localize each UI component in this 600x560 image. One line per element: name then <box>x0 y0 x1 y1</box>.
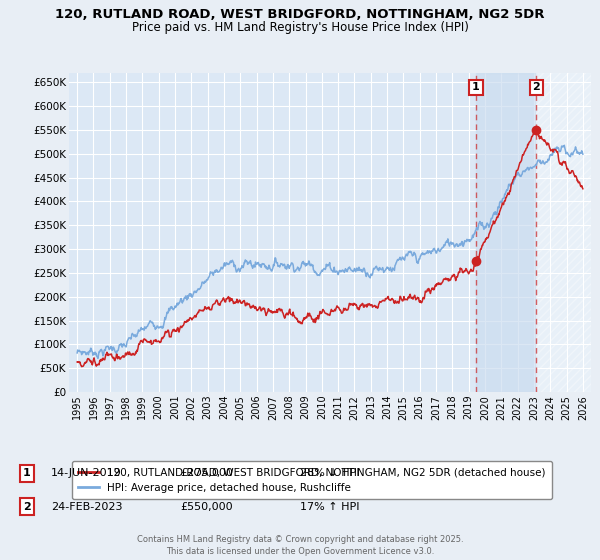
Text: 2: 2 <box>23 502 31 512</box>
Text: 28% ↓ HPI: 28% ↓ HPI <box>300 468 359 478</box>
Text: 24-FEB-2023: 24-FEB-2023 <box>51 502 122 512</box>
Bar <box>536 73 591 392</box>
Text: 1: 1 <box>472 82 480 92</box>
Legend: 120, RUTLAND ROAD, WEST BRIDGFORD, NOTTINGHAM, NG2 5DR (detached house), HPI: Av: 120, RUTLAND ROAD, WEST BRIDGFORD, NOTTI… <box>71 461 552 499</box>
Text: 17% ↑ HPI: 17% ↑ HPI <box>300 502 359 512</box>
Text: 2: 2 <box>532 82 540 92</box>
Text: Contains HM Land Registry data © Crown copyright and database right 2025.
This d: Contains HM Land Registry data © Crown c… <box>137 535 463 556</box>
Text: 1: 1 <box>23 468 31 478</box>
Text: Price paid vs. HM Land Registry's House Price Index (HPI): Price paid vs. HM Land Registry's House … <box>131 21 469 34</box>
Bar <box>476 73 536 392</box>
Text: £550,000: £550,000 <box>180 502 233 512</box>
Text: £275,000: £275,000 <box>180 468 233 478</box>
Text: 120, RUTLAND ROAD, WEST BRIDGFORD, NOTTINGHAM, NG2 5DR: 120, RUTLAND ROAD, WEST BRIDGFORD, NOTTI… <box>55 8 545 21</box>
Text: 14-JUN-2019: 14-JUN-2019 <box>51 468 122 478</box>
